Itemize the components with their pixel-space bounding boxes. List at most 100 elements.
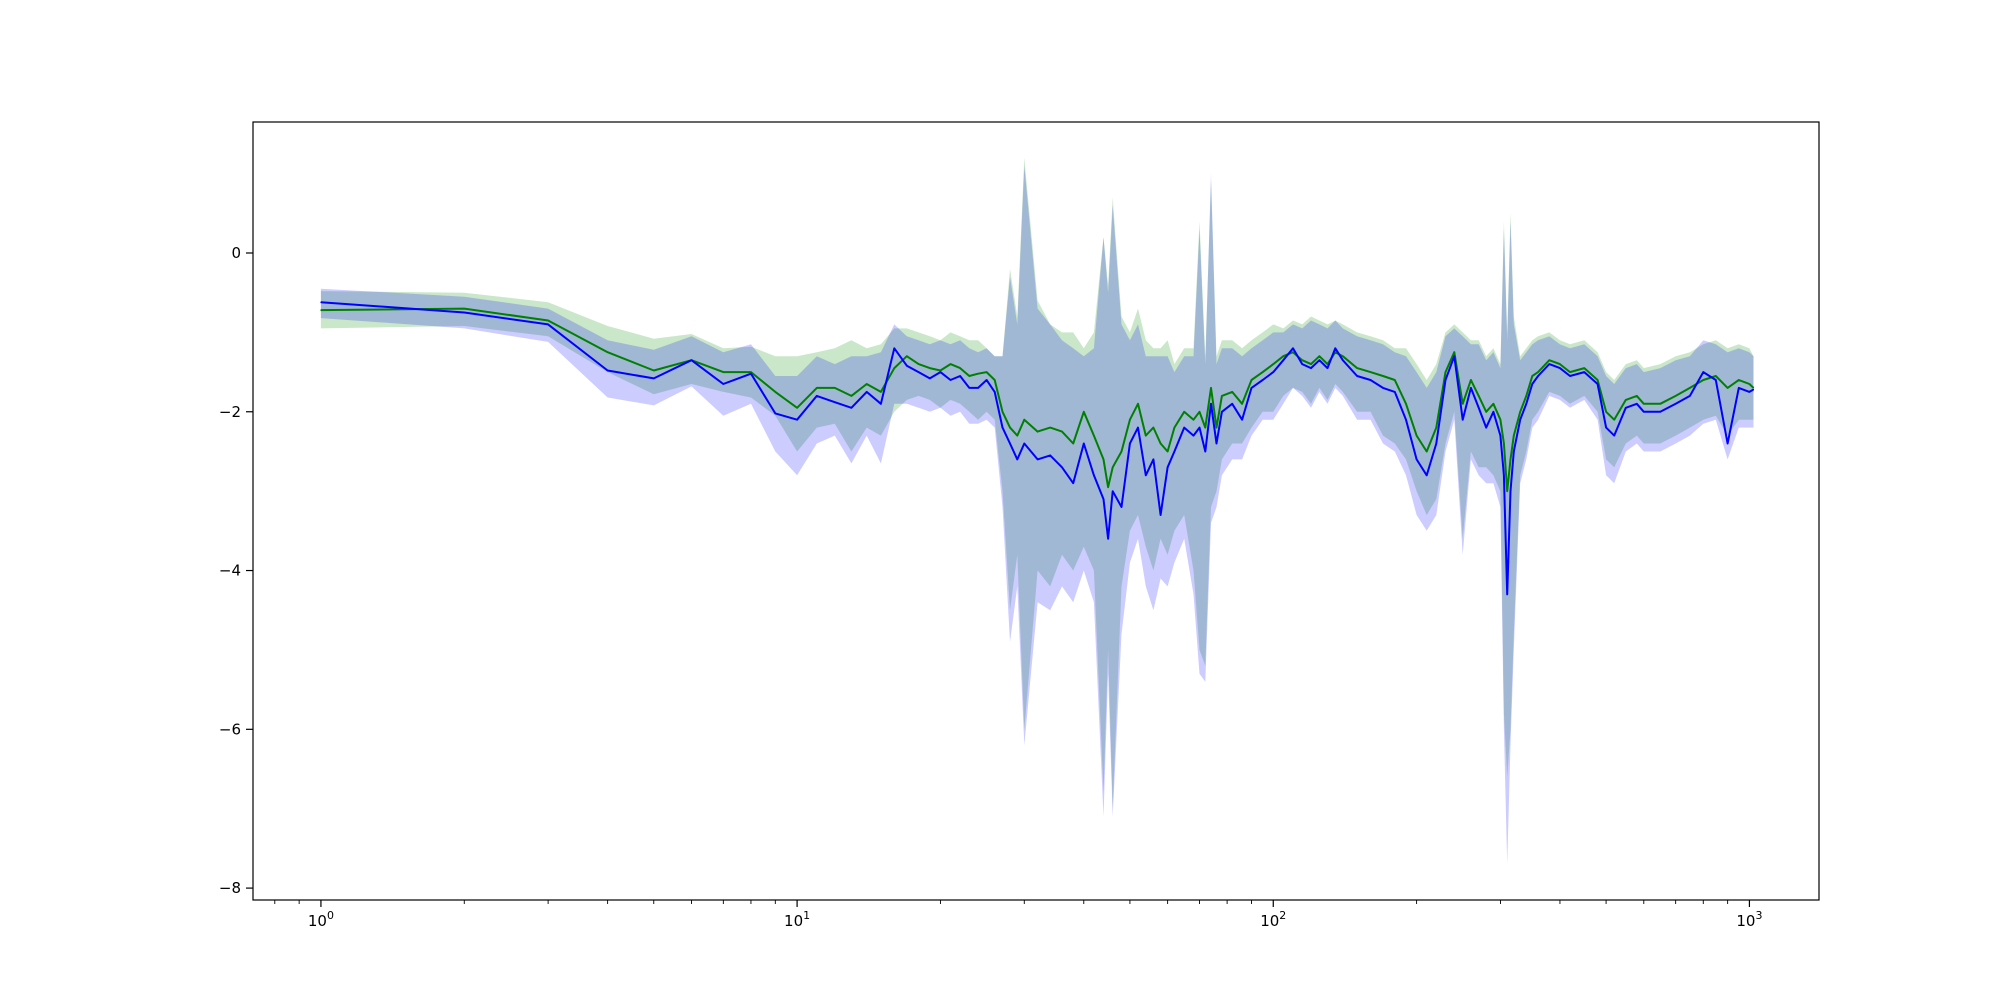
series-0-point bbox=[1356, 367, 1358, 369]
series-0-point bbox=[1453, 351, 1455, 353]
series-1-point bbox=[977, 387, 979, 389]
series-0-point bbox=[1310, 363, 1312, 365]
x-tick-base: 10 bbox=[1736, 912, 1755, 930]
series-1-point bbox=[1470, 387, 1472, 389]
series-1-point bbox=[1435, 442, 1437, 445]
series-1-point bbox=[1192, 435, 1195, 437]
series-0-point bbox=[1727, 387, 1729, 389]
series-1-point bbox=[1643, 411, 1645, 413]
series-0-point bbox=[1001, 411, 1004, 413]
series-0-point bbox=[1531, 375, 1533, 377]
series-1-point bbox=[1605, 427, 1607, 429]
series-0-point bbox=[1192, 419, 1195, 421]
series-1-point bbox=[1001, 427, 1004, 429]
series-0-point bbox=[1326, 363, 1329, 365]
series-0-point bbox=[463, 308, 465, 310]
series-0-point bbox=[1499, 419, 1501, 421]
series-0-point bbox=[1231, 391, 1233, 393]
series-0-point bbox=[1748, 383, 1750, 385]
series-1-point bbox=[1334, 347, 1336, 349]
series-1-point bbox=[1537, 375, 1539, 377]
series-1-point bbox=[1509, 490, 1512, 492]
series-0-point bbox=[1037, 431, 1039, 433]
series-0-point bbox=[1605, 411, 1607, 413]
series-0-point bbox=[1583, 367, 1585, 369]
series-0-band bbox=[320, 157, 1754, 809]
series-1-point bbox=[850, 407, 853, 409]
series-0-point bbox=[1173, 427, 1175, 429]
series-0-point bbox=[929, 367, 931, 369]
series-0-point bbox=[1072, 442, 1074, 445]
series-1-point bbox=[1503, 474, 1505, 476]
series-1-point bbox=[1416, 458, 1418, 460]
series-1-point bbox=[1310, 367, 1312, 369]
series-1-point bbox=[1137, 427, 1139, 429]
series-0-point bbox=[1093, 435, 1095, 437]
series-0-point bbox=[949, 363, 952, 365]
series-1-point bbox=[1112, 490, 1114, 492]
series-1-point bbox=[834, 401, 836, 403]
series-0-point bbox=[1061, 431, 1063, 433]
series-1-point bbox=[1282, 359, 1284, 361]
series-0-point bbox=[1525, 395, 1527, 397]
series-0-point bbox=[1152, 427, 1154, 429]
series-1-point bbox=[994, 391, 996, 393]
series-1-point bbox=[1548, 363, 1550, 365]
series-1-point bbox=[1636, 403, 1638, 405]
series-1-point bbox=[1478, 407, 1480, 409]
series-1-point bbox=[1453, 355, 1455, 357]
series-0-point bbox=[1145, 435, 1147, 437]
series-1-point bbox=[1160, 514, 1162, 516]
series-0-point bbox=[1369, 371, 1372, 373]
series-1-point bbox=[1272, 371, 1274, 373]
x-tick-exponent: 0 bbox=[327, 909, 334, 922]
series-0-point bbox=[866, 383, 868, 385]
y-tick-label: −4 bbox=[219, 562, 241, 580]
series-1-point bbox=[949, 379, 952, 381]
series-1-point bbox=[1107, 538, 1109, 540]
series-1-point bbox=[1659, 411, 1661, 413]
series-0-point bbox=[1470, 379, 1472, 381]
series-1-point bbox=[1369, 379, 1372, 381]
series-0-point bbox=[1506, 490, 1508, 492]
series-1-point bbox=[1204, 450, 1206, 453]
series-1-point bbox=[1597, 383, 1599, 385]
series-0-point bbox=[1559, 363, 1561, 365]
series-1-point bbox=[1167, 466, 1169, 468]
series-0-point bbox=[1689, 387, 1691, 389]
series-1-point bbox=[1301, 363, 1303, 365]
series-0-point bbox=[816, 387, 818, 389]
series-1-point bbox=[939, 371, 942, 373]
series-1-point bbox=[1241, 419, 1243, 421]
series-0-point bbox=[1009, 427, 1011, 429]
series-0-point bbox=[1426, 450, 1428, 453]
series-0-point bbox=[939, 369, 942, 372]
series-0-point bbox=[1272, 363, 1274, 365]
series-1-point bbox=[1145, 474, 1147, 476]
series-0-point bbox=[722, 371, 724, 373]
x-tick-label: 103 bbox=[1736, 909, 1762, 930]
series-1-point bbox=[1356, 375, 1358, 377]
series-0-point bbox=[1282, 355, 1284, 357]
series-0-point bbox=[880, 391, 882, 393]
series-0-point bbox=[1625, 399, 1627, 401]
series-1-point bbox=[607, 369, 609, 372]
series-1-point bbox=[653, 377, 655, 379]
series-0-point bbox=[1215, 427, 1218, 429]
series-1-point bbox=[722, 383, 724, 385]
series-0-point bbox=[893, 367, 895, 369]
series-0-line bbox=[320, 307, 1755, 493]
series-1-point bbox=[1513, 450, 1515, 453]
series-0-point bbox=[1462, 403, 1464, 405]
series-1-point bbox=[1738, 387, 1740, 389]
series-1-point bbox=[1129, 442, 1131, 445]
series-1-point bbox=[959, 375, 961, 377]
series-1-point bbox=[1198, 427, 1201, 429]
series-1-point bbox=[1037, 458, 1039, 460]
series-1-point bbox=[1748, 391, 1750, 393]
series-0-point bbox=[906, 355, 908, 357]
series-0-point bbox=[1675, 395, 1677, 397]
series-0-point bbox=[1509, 458, 1512, 460]
series-1-point bbox=[547, 323, 549, 325]
